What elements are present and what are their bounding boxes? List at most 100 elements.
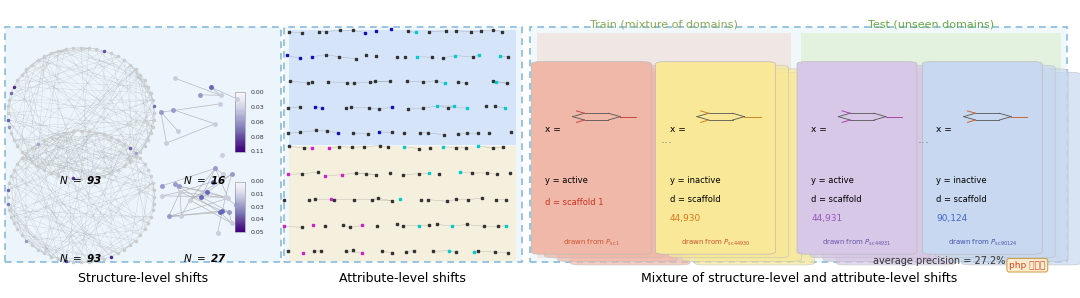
Bar <box>235 215 245 216</box>
Text: Test (unseen domains): Test (unseen domains) <box>868 20 994 30</box>
Bar <box>235 116 245 117</box>
Bar <box>235 110 245 111</box>
Bar <box>235 225 245 226</box>
Bar <box>235 102 245 103</box>
FancyBboxPatch shape <box>948 69 1068 261</box>
Bar <box>235 222 245 223</box>
Bar <box>235 119 245 120</box>
Bar <box>235 223 245 224</box>
FancyBboxPatch shape <box>694 72 814 265</box>
Bar <box>235 217 245 218</box>
Bar <box>235 98 245 100</box>
Text: 0.08: 0.08 <box>251 135 265 139</box>
Bar <box>235 230 245 232</box>
Text: x =: x = <box>811 125 827 134</box>
Bar <box>235 206 245 207</box>
Bar <box>235 115 245 116</box>
Bar <box>235 117 245 119</box>
Text: $\mathit{N}$ $=$ 93: $\mathit{N}$ $=$ 93 <box>59 252 103 264</box>
Bar <box>235 195 245 196</box>
Bar <box>235 216 245 217</box>
FancyBboxPatch shape <box>961 72 1080 265</box>
Bar <box>235 114 245 115</box>
Bar <box>235 203 245 204</box>
Bar <box>235 123 245 125</box>
Bar <box>235 197 245 198</box>
Text: x =: x = <box>670 125 686 134</box>
Bar <box>235 228 245 229</box>
Text: average precision = 27.2%: average precision = 27.2% <box>874 256 1005 266</box>
FancyBboxPatch shape <box>823 69 943 261</box>
Bar <box>235 113 245 114</box>
Bar <box>235 198 245 199</box>
Bar <box>235 120 245 121</box>
Bar <box>235 202 245 203</box>
Bar <box>235 101 245 102</box>
Bar <box>235 92 245 94</box>
Text: 44,930: 44,930 <box>670 213 701 223</box>
Bar <box>235 150 245 151</box>
Bar <box>235 140 245 141</box>
Bar <box>235 129 245 131</box>
Text: 0.11: 0.11 <box>251 150 265 154</box>
Text: drawn from $P_{\mathregular{sc90124}}$: drawn from $P_{\mathregular{sc90124}}$ <box>947 238 1017 248</box>
Bar <box>235 221 245 222</box>
Bar <box>235 142 245 144</box>
Text: 44,931: 44,931 <box>811 213 842 223</box>
Bar <box>235 92 245 152</box>
Text: y = active: y = active <box>811 176 854 185</box>
Bar <box>235 205 245 206</box>
FancyBboxPatch shape <box>537 33 791 258</box>
Text: 0.00: 0.00 <box>251 90 265 95</box>
Text: ···: ··· <box>660 136 673 150</box>
FancyBboxPatch shape <box>656 62 775 254</box>
Bar <box>235 210 245 211</box>
Bar <box>235 209 245 210</box>
Bar <box>235 193 245 194</box>
Text: 90,124: 90,124 <box>936 213 968 223</box>
Bar <box>235 94 245 95</box>
Text: php 中文网: php 中文网 <box>1009 261 1045 270</box>
Bar <box>235 148 245 150</box>
Text: drawn from $P_{\mathregular{sc1}}$: drawn from $P_{\mathregular{sc1}}$ <box>563 238 620 248</box>
Bar <box>235 189 245 190</box>
FancyBboxPatch shape <box>681 69 801 261</box>
Bar <box>235 220 245 221</box>
Text: x =: x = <box>545 125 562 134</box>
FancyBboxPatch shape <box>289 146 516 261</box>
Bar <box>235 182 245 183</box>
Bar <box>235 121 245 122</box>
Text: $\mathit{N}$ $=$ 16: $\mathit{N}$ $=$ 16 <box>184 174 227 186</box>
Text: y = active: y = active <box>545 176 589 185</box>
Bar <box>235 191 245 192</box>
Text: 0.03: 0.03 <box>251 105 265 110</box>
Bar <box>235 196 245 197</box>
Bar <box>235 135 245 136</box>
Text: d = scaffold: d = scaffold <box>670 195 720 204</box>
Bar <box>235 95 245 96</box>
Bar <box>235 96 245 97</box>
Bar <box>235 131 245 132</box>
Bar <box>235 182 245 232</box>
Bar <box>235 125 245 126</box>
Bar <box>235 132 245 133</box>
FancyBboxPatch shape <box>289 30 516 145</box>
Bar <box>235 147 245 148</box>
Bar <box>235 199 245 200</box>
Bar <box>235 218 245 219</box>
FancyBboxPatch shape <box>531 62 651 254</box>
Bar <box>235 207 245 208</box>
FancyBboxPatch shape <box>797 62 917 254</box>
FancyBboxPatch shape <box>935 65 1055 258</box>
Bar <box>235 134 245 135</box>
Bar <box>235 138 245 139</box>
Text: ···: ··· <box>917 136 930 150</box>
Bar <box>235 122 245 123</box>
Bar <box>235 151 245 152</box>
Bar <box>235 133 245 134</box>
Bar <box>235 224 245 225</box>
Bar <box>235 136 245 138</box>
Bar <box>235 100 245 101</box>
Bar <box>235 184 245 185</box>
Text: 0.05: 0.05 <box>251 230 265 235</box>
